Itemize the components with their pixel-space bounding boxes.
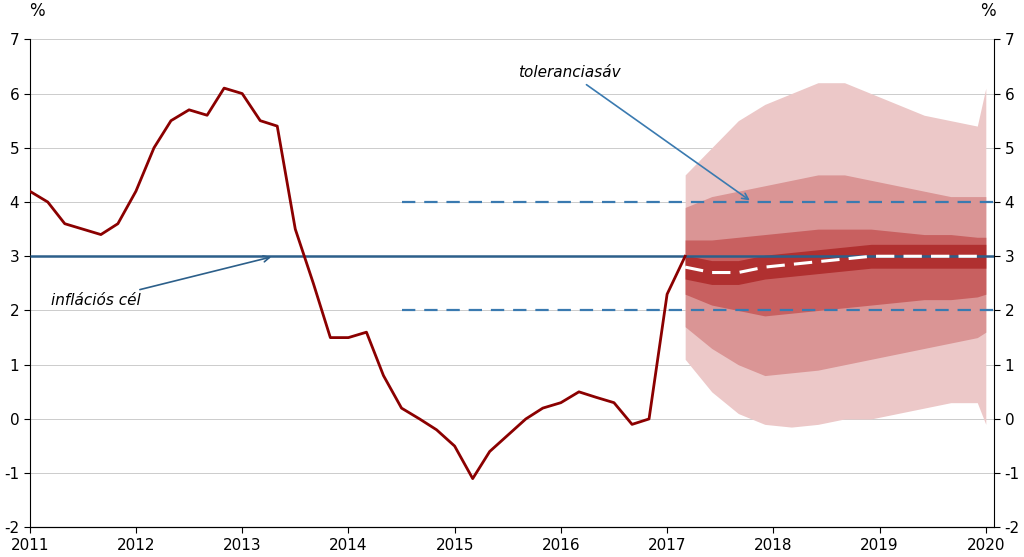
Text: toleranciasáv: toleranciasáv	[518, 65, 749, 199]
Text: inflációs cél: inflációs cél	[51, 256, 269, 308]
Text: %: %	[980, 2, 995, 20]
Text: %: %	[29, 2, 44, 20]
